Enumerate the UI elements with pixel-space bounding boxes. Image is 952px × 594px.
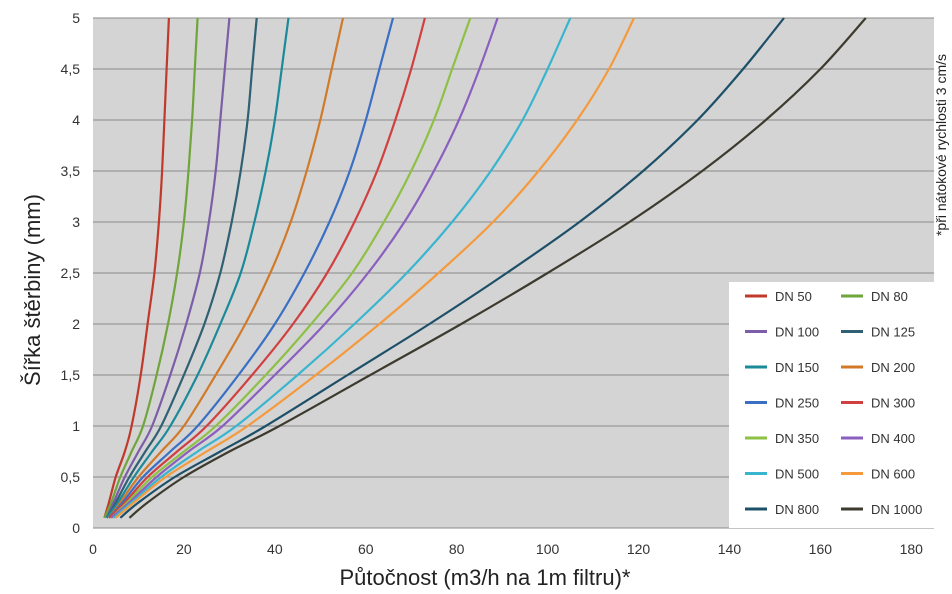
y-tick-label: 2 (72, 316, 80, 332)
footnote: *při nátokové rychlosti 3 cm/s (933, 54, 949, 236)
series-line-dn-1000 (128, 17, 867, 519)
series-line-dn-400 (110, 17, 499, 519)
series-line-dn-125 (105, 17, 258, 519)
series-lines (103, 17, 867, 519)
x-tick-label: 60 (358, 541, 374, 557)
legend-label-dn-800: DN 800 (775, 502, 819, 517)
x-tick-label: 80 (449, 541, 465, 557)
legend-label-dn-250: DN 250 (775, 396, 819, 411)
x-tick-label: 120 (627, 541, 651, 557)
legend-label-dn-150: DN 150 (775, 360, 819, 375)
y-tick-label: 4 (72, 112, 80, 128)
series-line-dn-100 (105, 17, 231, 519)
x-tick-label: 140 (718, 541, 742, 557)
y-tick-label: 1 (72, 418, 80, 434)
legend-label-dn-125: DN 125 (871, 325, 915, 340)
series-line-dn-350 (110, 17, 472, 519)
series-line-dn-200 (108, 17, 345, 519)
legend-label-dn-300: DN 300 (871, 396, 915, 411)
x-tick-label: 180 (900, 541, 924, 557)
y-tick-label: 0,5 (61, 469, 81, 485)
y-axis-title: Šířka štěrbiny (mm) (20, 194, 45, 386)
legend-label-dn-200: DN 200 (871, 360, 915, 375)
y-tick-label: 3 (72, 214, 80, 230)
legend-label-dn-80: DN 80 (871, 289, 908, 304)
legend-label-dn-1000: DN 1000 (871, 502, 922, 517)
legend-label-dn-600: DN 600 (871, 467, 915, 482)
legend-label-dn-50: DN 50 (775, 289, 812, 304)
y-tick-labels: 0 0,5 1 1,5 2 2,5 3 3,5 4 4,5 5 (61, 10, 81, 536)
legend-label-dn-350: DN 350 (775, 431, 819, 446)
y-tick-label: 2,5 (61, 265, 81, 281)
legend-label-dn-100: DN 100 (775, 325, 819, 340)
series-line-dn-50 (103, 17, 170, 519)
y-tick-label: 3,5 (61, 163, 81, 179)
y-tick-label: 5 (72, 10, 80, 26)
x-tick-label: 20 (176, 541, 192, 557)
legend-label-dn-500: DN 500 (775, 467, 819, 482)
y-tick-label: 1,5 (61, 367, 81, 383)
x-tick-label: 160 (809, 541, 833, 557)
series-line-dn-500 (112, 17, 572, 519)
grid (93, 17, 934, 529)
series-line-dn-150 (105, 17, 290, 519)
x-tick-labels: 0 20 40 60 80 100 120 140 160 180 (89, 541, 923, 557)
series-line-dn-250 (108, 17, 395, 519)
y-tick-label: 4,5 (61, 61, 81, 77)
x-tick-label: 40 (267, 541, 283, 557)
legend-box (729, 282, 934, 528)
series-line-dn-600 (115, 17, 635, 519)
x-axis-title: Půtočnost (m3/h na 1m filtru)* (339, 565, 630, 590)
x-tick-label: 0 (89, 541, 97, 557)
series-line-dn-80 (103, 17, 199, 519)
legend-label-dn-400: DN 400 (871, 431, 915, 446)
x-tick-label: 100 (536, 541, 560, 557)
legend: DN 50 DN 80 DN 100 DN 125 DN 150 DN 200 DN 250… (729, 282, 934, 528)
series-line-dn-300 (108, 17, 426, 519)
y-tick-label: 0 (72, 520, 80, 536)
series-line-dn-800 (119, 17, 785, 519)
